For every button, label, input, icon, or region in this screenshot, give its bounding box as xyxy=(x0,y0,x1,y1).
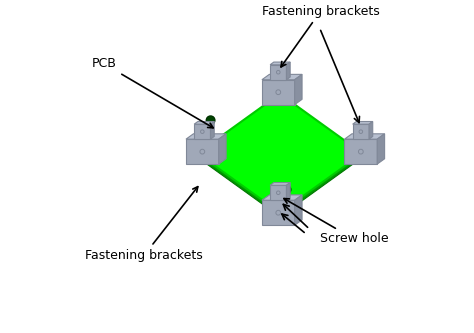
Polygon shape xyxy=(262,200,295,225)
Polygon shape xyxy=(219,134,226,164)
Polygon shape xyxy=(353,122,373,124)
Polygon shape xyxy=(280,153,363,217)
Polygon shape xyxy=(295,74,302,105)
Circle shape xyxy=(277,196,283,202)
Polygon shape xyxy=(353,124,369,139)
Circle shape xyxy=(283,186,290,192)
Polygon shape xyxy=(197,94,363,213)
Polygon shape xyxy=(270,62,290,65)
Text: Fastening brackets: Fastening brackets xyxy=(85,187,203,262)
Circle shape xyxy=(345,139,354,148)
Polygon shape xyxy=(186,134,226,139)
Polygon shape xyxy=(262,195,302,200)
Polygon shape xyxy=(186,139,219,164)
Polygon shape xyxy=(270,65,286,80)
Polygon shape xyxy=(286,62,290,80)
Circle shape xyxy=(208,117,214,123)
Polygon shape xyxy=(210,122,214,139)
Polygon shape xyxy=(369,122,373,139)
Polygon shape xyxy=(295,195,302,225)
Circle shape xyxy=(276,195,284,204)
Circle shape xyxy=(282,185,291,194)
Circle shape xyxy=(206,116,215,125)
Text: PCB: PCB xyxy=(91,57,213,128)
Polygon shape xyxy=(262,80,295,105)
Circle shape xyxy=(204,157,210,163)
Circle shape xyxy=(269,96,278,105)
Polygon shape xyxy=(377,134,384,164)
Polygon shape xyxy=(194,124,210,139)
Text: Screw hole: Screw hole xyxy=(284,198,388,245)
Circle shape xyxy=(270,98,276,104)
Circle shape xyxy=(203,156,211,164)
Polygon shape xyxy=(194,122,214,124)
Polygon shape xyxy=(262,74,302,80)
Polygon shape xyxy=(270,185,286,200)
Polygon shape xyxy=(286,182,290,200)
Polygon shape xyxy=(345,134,384,139)
Text: Fastening brackets: Fastening brackets xyxy=(262,5,380,67)
Polygon shape xyxy=(197,153,280,217)
Circle shape xyxy=(346,141,352,147)
Polygon shape xyxy=(345,139,377,164)
Polygon shape xyxy=(270,182,290,185)
